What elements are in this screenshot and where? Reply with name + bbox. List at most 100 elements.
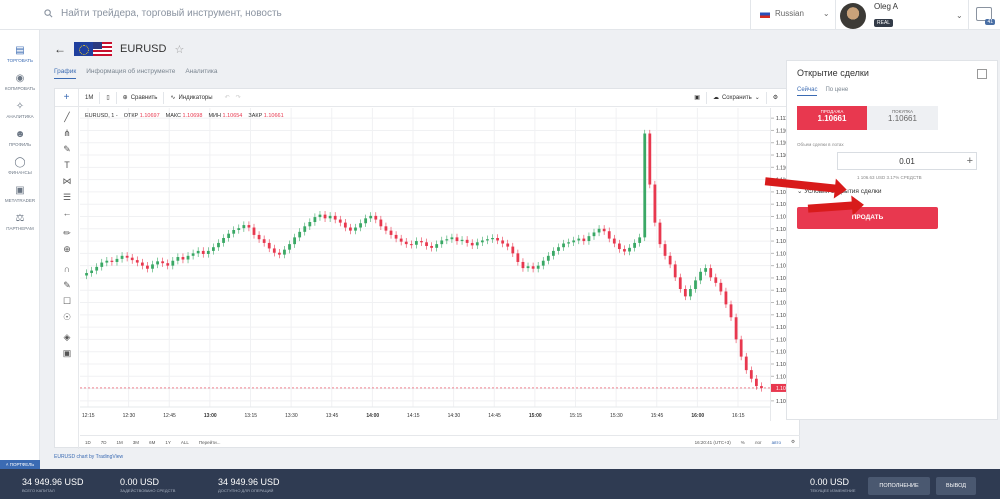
log-toggle[interactable]: лог <box>754 439 762 445</box>
line-tool-icon[interactable]: ╱ <box>64 112 70 122</box>
candle <box>156 261 159 265</box>
bar-style-icon[interactable]: ▯ <box>106 95 110 101</box>
tab-analytics[interactable]: Аналитика <box>185 68 218 75</box>
pencil-lock-icon[interactable]: ✎ <box>63 280 71 290</box>
sidebar-item-metatrader[interactable]: ▣ METATRADER <box>0 186 40 204</box>
candle <box>222 237 225 243</box>
expand-icon[interactable] <box>977 69 987 79</box>
chevron-down-icon: ⌄ <box>754 95 760 101</box>
pattern-tool-icon[interactable]: ⋈ <box>62 176 72 186</box>
goto-date[interactable]: Перейти... <box>198 439 221 445</box>
volume-input[interactable]: 0.01 + <box>837 152 977 170</box>
arrow-left-icon[interactable]: ← <box>62 208 72 218</box>
camera-icon[interactable]: ▣ <box>694 95 700 101</box>
tab-instrument-info[interactable]: Информация об инструменте <box>86 68 176 75</box>
crosshair-icon[interactable]: + <box>55 88 79 107</box>
sidebar-item-copy[interactable]: ◉ КОПИРОВАТЬ <box>0 74 40 92</box>
search-bar[interactable]: Найти трейдера, торговый инструмент, нов… <box>44 8 282 19</box>
x-tick-label: 14:45 <box>488 413 501 419</box>
percent-toggle[interactable]: % <box>740 439 745 445</box>
price-chart[interactable]: 12:15 12:30 12:45 13:00 13:15 13:30 13:45 14:00… <box>80 108 770 421</box>
candle <box>354 227 357 231</box>
messages-icon[interactable]: 41 <box>976 7 995 25</box>
interval-button[interactable]: 1M <box>79 89 99 107</box>
tab-now[interactable]: Сейчас <box>797 87 818 96</box>
tab-chart[interactable]: График <box>54 68 77 79</box>
layers-icon[interactable]: ◈ <box>63 332 71 342</box>
range-all[interactable]: ALL <box>180 439 189 445</box>
range-1m[interactable]: 1M <box>116 439 123 445</box>
gear-icon[interactable]: ⚙ <box>790 439 795 444</box>
available-funds: 34 949.96 USD ДОСТУПНО ДЛЯ ОПЕРАЦИЙ <box>218 477 280 493</box>
available-funds-label: ДОСТУПНО ДЛЯ ОПЕРАЦИЙ <box>218 488 274 493</box>
buy-price-tab[interactable]: ПОКУПКА 1.10661 <box>867 106 938 130</box>
candle <box>663 244 667 256</box>
candle <box>212 247 215 251</box>
deposit-button[interactable]: ПОПОЛНЕНИЕ <box>868 477 930 495</box>
ruler-icon[interactable]: ✏ <box>63 228 71 238</box>
sidebar-item-profile[interactable]: ☻ ПРОФИЛЬ <box>0 130 40 148</box>
current-change-label: ТЕКУЩЕЕ ИЗМЕНЕНИЕ <box>810 488 856 493</box>
redo-icon[interactable]: ↷ <box>235 95 241 101</box>
fork-tool-icon[interactable]: ⋔ <box>63 128 71 138</box>
candle <box>359 223 362 228</box>
candle <box>714 277 718 283</box>
candle <box>267 242 271 249</box>
candle <box>526 266 530 269</box>
sidebar-item-finance[interactable]: ◯ ФИНАНСЫ <box>0 157 40 176</box>
range-6m[interactable]: 6M <box>149 439 156 445</box>
candle <box>303 226 307 232</box>
legend-close: 1.10661 <box>263 113 284 119</box>
user-menu[interactable]: Oleg A REAL ⌄ <box>840 2 963 29</box>
sell-button[interactable]: ПРОДАТЬ <box>797 207 938 229</box>
x-tick-label: 15:45 <box>651 413 664 419</box>
range-1y[interactable]: 1Y <box>165 439 171 445</box>
language-select[interactable]: Russian ⌄ <box>760 9 830 18</box>
star-icon[interactable]: ☆ <box>174 43 185 56</box>
gear-icon[interactable]: ⚙ <box>772 95 779 101</box>
auto-toggle[interactable]: авто <box>771 439 781 445</box>
range-3m[interactable]: 3M <box>132 439 140 445</box>
finance-icon: ◯ <box>14 157 26 168</box>
zoom-icon[interactable]: ⊕ <box>63 244 71 254</box>
tab-by-price[interactable]: По цене <box>825 87 849 93</box>
candle <box>643 133 647 238</box>
trash-icon[interactable]: ▣ <box>62 348 72 358</box>
sidebar-item-analytics[interactable]: ✧ АНАЛИТИКА <box>0 102 40 120</box>
total-capital-value: 34 949.96 USD <box>22 477 84 487</box>
compare-button[interactable]: ⊕ Сравнить <box>117 89 164 107</box>
brush-tool-icon[interactable]: ✎ <box>63 144 71 154</box>
candle <box>298 231 302 238</box>
back-arrow-icon[interactable]: ← <box>54 42 66 56</box>
chart-toolbar: + 1M ▯ ⊕ Сравнить ∿ Индикаторы ↶ ↷ ▣ ☁ Сохр… <box>55 88 801 107</box>
indicators-button[interactable]: ∿ Индикаторы <box>164 89 218 107</box>
search-input[interactable]: Найти трейдера, торговый инструмент, нов… <box>61 8 282 19</box>
candle <box>100 262 104 267</box>
sidebar-item-trade[interactable]: ▤ ТОРГОВАТЬ <box>0 46 40 64</box>
sidebar-item-partners[interactable]: ⚖ ПАРТНЕРАМ <box>0 214 40 232</box>
text-tool-icon[interactable]: T <box>64 160 70 170</box>
lock-icon[interactable]: ☐ <box>62 296 72 306</box>
candle <box>445 239 449 241</box>
undo-icon[interactable]: ↶ <box>224 95 230 101</box>
fib-tool-icon[interactable]: ☰ <box>62 192 72 202</box>
price-axis[interactable]: 1.111001.110801.110601.110401.110201.110… <box>770 108 800 421</box>
chart-credit[interactable]: EURUSD chart by TradingView <box>54 454 124 460</box>
candle <box>374 215 378 220</box>
portfolio-tab[interactable]: ˄ ПОРТФЕЛЬ <box>0 460 40 469</box>
eye-icon[interactable]: ☉ <box>62 312 72 322</box>
trade-panel: Открытие сделки Сейчас По цене ПРОДАЖА 1.… <box>786 60 998 420</box>
y-tick-label: 1.10960 <box>776 202 794 208</box>
range-7d[interactable]: 7D <box>100 439 107 445</box>
withdraw-button[interactable]: ВЫВОД <box>936 477 976 495</box>
candle <box>506 243 510 247</box>
save-button[interactable]: ☁ Сохранить ⌄ <box>707 89 766 107</box>
range-1d[interactable]: 1D <box>85 439 91 445</box>
magnet-icon[interactable]: ∩ <box>63 264 71 274</box>
y-tick-label: 1.10780 <box>776 313 794 319</box>
sell-price-tab[interactable]: ПРОДАЖА 1.10661 <box>797 106 867 130</box>
candle <box>435 244 439 248</box>
candle <box>516 253 520 262</box>
plus-icon[interactable]: + <box>966 155 973 167</box>
candle <box>617 243 621 250</box>
